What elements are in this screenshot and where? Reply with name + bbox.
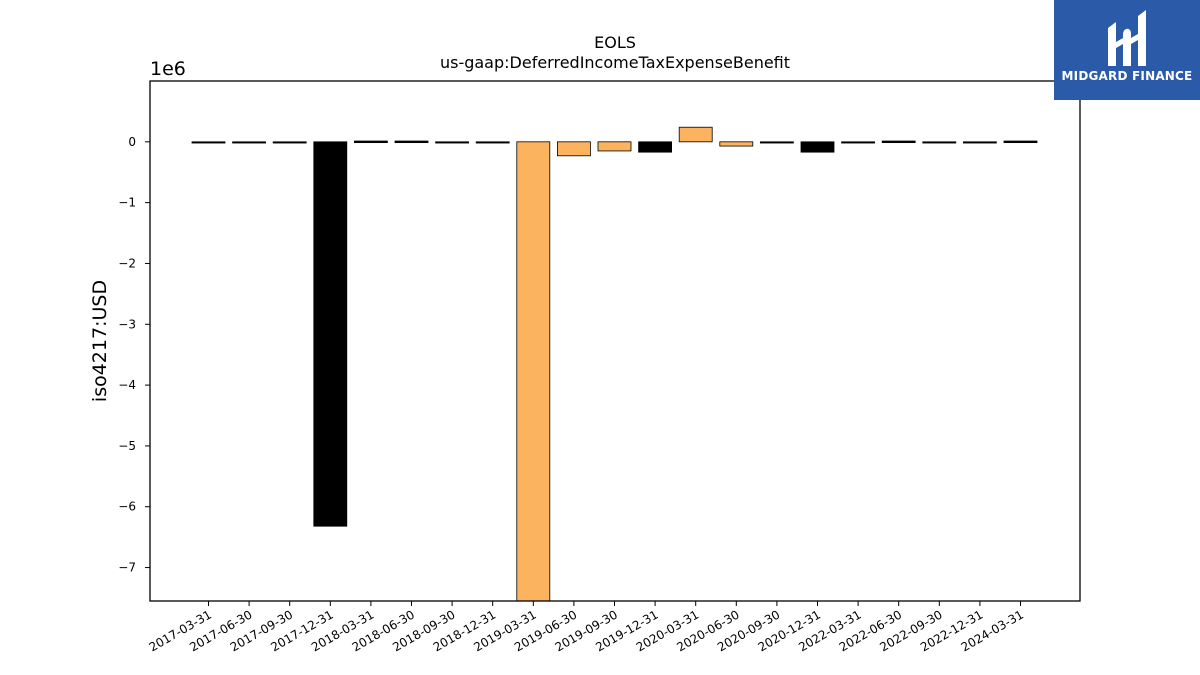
- bar-2019-09-30: [597, 141, 632, 152]
- y-tick-label: −1: [118, 196, 136, 210]
- bars-group: [191, 126, 1038, 602]
- y-tick-label: −3: [118, 317, 136, 331]
- bar-2018-06-30: [394, 140, 429, 144]
- y-tick-label: −4: [118, 378, 136, 392]
- bar-2020-12-31: [800, 141, 835, 153]
- y-axis-ticks: 0 −1 −2 −3 −4 −5 −6 −7: [118, 135, 150, 575]
- y-tick-label: −5: [118, 439, 136, 453]
- bar-2019-12-31: [638, 141, 672, 153]
- x-axis-ticks: 2017-03-312017-06-302017-09-302017-12-31…: [147, 601, 1026, 654]
- bar-2020-09-30: [760, 141, 794, 144]
- chart-title: EOLS: [594, 33, 636, 52]
- y-axis-scale-label: 1e6: [150, 58, 186, 80]
- logo-text: MIDGARD FINANCE: [1061, 69, 1193, 83]
- bar-2017-03-31: [191, 141, 226, 144]
- bar-2022-12-31: [963, 141, 997, 144]
- bar-2022-09-30: [922, 141, 957, 144]
- brand-logo: MIDGARD FINANCE: [1054, 0, 1200, 100]
- bar-2020-03-31: [678, 126, 713, 143]
- y-tick-label: −2: [118, 256, 136, 270]
- bar-2020-06-30: [719, 141, 754, 147]
- bar-2017-12-31: [313, 141, 348, 527]
- midgard-logo-icon: [1108, 10, 1146, 67]
- bar-2018-09-30: [435, 141, 470, 144]
- bar-2017-09-30: [272, 141, 307, 144]
- y-axis-label: iso4217:USD: [89, 280, 111, 402]
- bar-2018-03-31: [353, 140, 388, 144]
- plot-area-frame: [149, 80, 1081, 602]
- chart-subtitle: us-gaap:DeferredIncomeTaxExpenseBenefit: [440, 53, 790, 72]
- y-tick-label: 0: [128, 135, 136, 149]
- bar-2022-03-31: [841, 141, 875, 144]
- bar-2017-06-30: [232, 141, 267, 144]
- bar-2022-06-30: [881, 140, 916, 144]
- bar-2019-03-31: [516, 141, 551, 602]
- bar-2024-03-31: [1003, 140, 1038, 144]
- bar-2018-12-31: [475, 141, 510, 144]
- y-tick-label: −7: [118, 561, 136, 575]
- y-tick-label: −6: [118, 500, 136, 514]
- bar-2019-06-30: [557, 141, 591, 157]
